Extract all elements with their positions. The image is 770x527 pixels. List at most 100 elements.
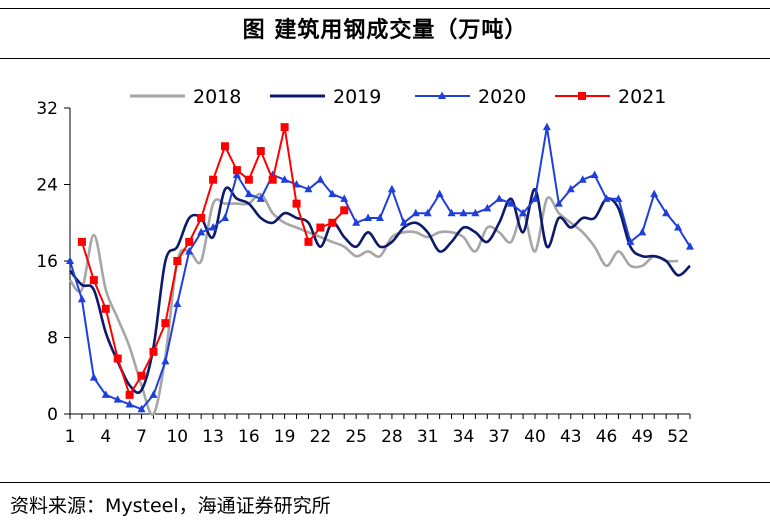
point-2020 (125, 399, 134, 408)
point-2020 (614, 194, 623, 202)
point-2021 (316, 223, 325, 232)
point-2021 (77, 237, 86, 246)
point-2020 (77, 294, 86, 303)
y-tick-label: 24 (36, 176, 58, 196)
point-2020 (66, 256, 74, 264)
line-2018 (68, 192, 679, 416)
point-2021 (304, 237, 313, 246)
point-2020 (221, 213, 229, 221)
point-2020 (316, 175, 325, 183)
point-2020 (435, 189, 444, 198)
legend-label-2020: 2020 (478, 86, 526, 108)
series-2019 (68, 186, 691, 395)
point-2020 (364, 213, 373, 221)
point-2021 (161, 319, 170, 328)
point-2020 (650, 189, 659, 198)
point-2020 (662, 208, 671, 217)
point-2020 (483, 203, 492, 212)
point-2021 (256, 147, 265, 156)
point-2020 (256, 194, 265, 202)
point-2020 (113, 395, 122, 403)
x-tick-label: 43 (560, 427, 582, 447)
point-2021 (232, 166, 241, 175)
point-2021 (244, 175, 253, 184)
point-2020 (399, 218, 408, 226)
point-2020 (101, 390, 110, 398)
point-2020 (495, 194, 504, 202)
series-2018 (68, 192, 679, 416)
point-2020 (554, 199, 563, 207)
point-2020 (674, 223, 683, 231)
point-2021 (185, 237, 194, 246)
series-layer (66, 122, 694, 416)
series-2020 (66, 122, 694, 413)
point-2020 (340, 194, 349, 202)
point-2020 (507, 199, 516, 207)
x-tick-label: 13 (202, 427, 224, 447)
point-2020 (626, 237, 635, 245)
point-2020 (447, 208, 456, 217)
point-2020 (232, 170, 241, 178)
point-2021 (137, 371, 146, 380)
point-2020 (590, 170, 599, 178)
point-2020 (602, 194, 611, 202)
point-2020 (566, 184, 575, 193)
source-note: 资料来源：Mysteel，海通证券研究所 (10, 495, 331, 517)
point-2020 (387, 184, 396, 193)
top-rule (0, 8, 770, 9)
point-2020 (638, 227, 647, 236)
legend: 2018 2019 2020 2021 (130, 86, 666, 108)
point-2020 (209, 223, 218, 231)
x-tick-label: 4 (100, 427, 111, 447)
point-2021 (125, 390, 134, 399)
legend-label-2018: 2018 (193, 86, 241, 108)
point-2021 (197, 213, 206, 222)
x-tick-label: 10 (166, 427, 188, 447)
point-2020 (161, 356, 170, 365)
point-2020 (423, 208, 432, 217)
title-rule (0, 58, 770, 59)
y-tick-label: 32 (36, 99, 58, 119)
point-2020 (376, 213, 384, 221)
x-tick-label: 28 (381, 427, 403, 447)
point-2020 (542, 122, 551, 131)
point-2020 (328, 189, 337, 198)
point-2021 (89, 276, 98, 285)
point-2020 (89, 373, 98, 381)
x-tick-label: 25 (345, 427, 367, 447)
point-2020 (411, 208, 420, 217)
point-2021 (221, 142, 229, 151)
point-2020 (173, 299, 182, 308)
point-2020 (686, 242, 694, 250)
point-2020 (185, 246, 194, 255)
x-tick-label: 31 (417, 427, 439, 447)
x-tick-label: 22 (310, 427, 332, 447)
point-2020 (352, 218, 361, 226)
point-2020 (197, 227, 206, 236)
point-2021 (209, 175, 218, 184)
point-2020 (149, 390, 158, 398)
chart-svg: 0 8 16 24 32 1 4 7 10 13 16 19 22 25 28 31 34 37 40 43 46 49 5… (36, 86, 694, 447)
y-tick-label: 8 (47, 329, 58, 349)
point-2020 (244, 189, 253, 198)
point-2020 (471, 208, 480, 217)
point-2021 (280, 123, 289, 132)
point-2021 (113, 354, 122, 363)
x-tick-label: 40 (524, 427, 546, 447)
legend-label-2021: 2021 (618, 86, 666, 108)
x-tick-label: 37 (488, 427, 510, 447)
y-tick-label: 16 (36, 252, 58, 272)
point-2021 (292, 199, 301, 208)
legend-marker-2021 (578, 92, 586, 100)
point-2021 (101, 304, 110, 313)
point-2020 (578, 175, 587, 183)
x-tick-label: 49 (631, 427, 653, 447)
point-2020 (137, 404, 146, 413)
x-tick-label: 19 (274, 427, 296, 447)
line-2019 (68, 186, 691, 395)
legend-label-2019: 2019 (333, 86, 381, 108)
series-2021 (77, 123, 349, 399)
point-2020 (280, 175, 289, 183)
source-rule (0, 482, 770, 483)
point-2021 (328, 218, 337, 227)
